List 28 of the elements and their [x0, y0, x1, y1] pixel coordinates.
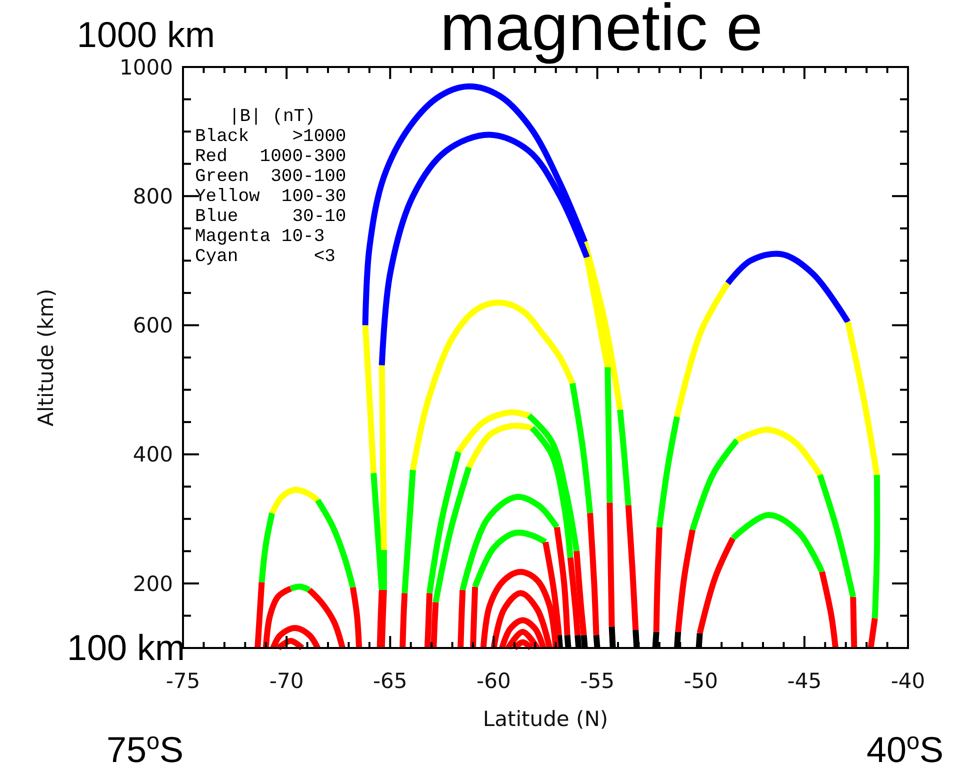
x-tick-label: -50 [684, 669, 718, 693]
chart-title: magnetic e [440, 0, 763, 64]
y-tick-label: 200 [132, 572, 173, 596]
x-axis-title: Latitude (N) [482, 707, 608, 731]
x-tick-label: -70 [269, 669, 304, 693]
y-tick-label: 800 [132, 184, 173, 208]
y-tick-label: 600 [132, 314, 173, 338]
y-tick-label: 400 [132, 442, 173, 467]
text: 40$^{o}$S [866, 728, 944, 770]
text: 75$^{o}$S [106, 728, 184, 770]
annotation: Cyan <3 [195, 247, 336, 267]
text: 1000 km [76, 14, 215, 55]
annotation: Yellow 100-30 [195, 187, 346, 207]
y-axis-title: Altitude (km) [34, 288, 58, 426]
annotation: Blue 30-10 [195, 207, 346, 227]
x-tick-label: -60 [476, 669, 511, 693]
x-tick-label: -40 [890, 669, 926, 693]
x-tick-label: -45 [787, 669, 822, 693]
annotation: Green 300-100 [195, 167, 346, 187]
annotation: Red 1000-300 [195, 147, 346, 167]
x-tick-label: -75 [166, 669, 200, 693]
x-tick-label: -55 [580, 669, 614, 693]
annotation: 100 km [66, 627, 185, 668]
annotation: Magenta 10-3 [195, 227, 325, 247]
annotation: |B| (nT) [229, 107, 316, 127]
annotation: Black >1000 [195, 127, 346, 147]
x-tick-label: -65 [372, 669, 408, 693]
y-tick-label: 1000 [120, 55, 173, 80]
